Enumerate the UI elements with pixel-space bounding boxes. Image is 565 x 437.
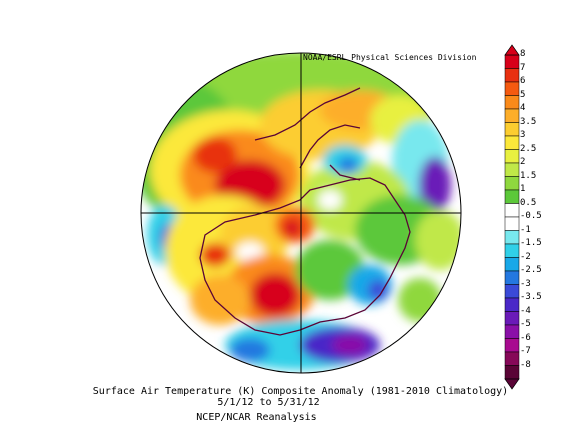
colorbar-label: 5	[520, 89, 526, 100]
colorbar-swatch	[504, 243, 520, 258]
colorbar-label: -2	[520, 251, 531, 262]
colorbar-swatch	[504, 351, 520, 366]
colorbar-swatch	[504, 122, 520, 137]
colorbar-label: -2.5	[520, 265, 542, 275]
colorbar-label: -1	[520, 224, 531, 235]
colorbar-swatch	[504, 270, 520, 285]
colorbar-swatch	[504, 311, 520, 326]
colorbar-swatch	[504, 108, 520, 123]
colorbar-label: -1.5	[520, 238, 542, 248]
colorbar-bottom-arrow	[504, 378, 520, 390]
colorbar-swatch	[504, 81, 520, 96]
colorbar-label: -7	[520, 346, 531, 356]
colorbar-swatch	[504, 54, 520, 69]
colorbar-swatch	[504, 230, 520, 245]
colorbar-label: -8	[520, 359, 531, 370]
data-credit: NOAA/ESRL Physical Sciences Division	[303, 53, 477, 62]
colorbar-top-arrow	[504, 44, 520, 56]
colorbar-swatch	[504, 257, 520, 272]
colorbar-swatch	[504, 297, 520, 312]
colorbar-label: 1	[520, 184, 526, 194]
colorbar-swatch	[504, 162, 520, 177]
colorbar-swatch	[504, 189, 520, 204]
colorbar-label: -4	[520, 305, 531, 316]
colorbar-label: 2.5	[520, 143, 537, 154]
colorbar-swatch	[504, 135, 520, 150]
colorbar-swatch	[504, 338, 520, 353]
colorbar-swatch	[504, 149, 520, 164]
colorbar-swatch	[504, 203, 520, 218]
colorbar-swatch	[504, 176, 520, 191]
colorbar-label: -0.5	[520, 211, 542, 221]
colorbar-swatch	[504, 284, 520, 299]
map-title: Surface Air Temperature (K) Composite An…	[92, 386, 509, 397]
colorbar-label: 2	[520, 157, 526, 167]
colorbar-label: -5	[520, 319, 531, 329]
colorbar-label: 1.5	[520, 170, 537, 181]
colorbar-swatch	[504, 365, 520, 380]
colorbar-label: 3	[520, 130, 526, 140]
colorbar-label: -6	[520, 332, 531, 343]
data-source: NCEP/NCAR Reanalysis	[196, 412, 317, 423]
date-range: 5/1/12 to 5/31/12	[217, 397, 320, 408]
colorbar-label: 4	[520, 103, 526, 113]
coastline	[199, 87, 411, 336]
colorbar-swatch	[504, 95, 520, 110]
colorbar-label: -3.5	[520, 292, 542, 302]
colorbar-label: -3	[520, 278, 531, 289]
colorbar-label: 8	[520, 49, 526, 59]
colorbar-swatch	[504, 68, 520, 83]
colorbar-swatch	[504, 216, 520, 231]
colorbar-swatch	[504, 324, 520, 339]
colorbar-label: 3.5	[520, 116, 537, 127]
colorbar-label: 6	[520, 76, 526, 86]
colorbar-label: 0.5	[520, 197, 537, 208]
colorbar-label: 7	[520, 62, 526, 73]
